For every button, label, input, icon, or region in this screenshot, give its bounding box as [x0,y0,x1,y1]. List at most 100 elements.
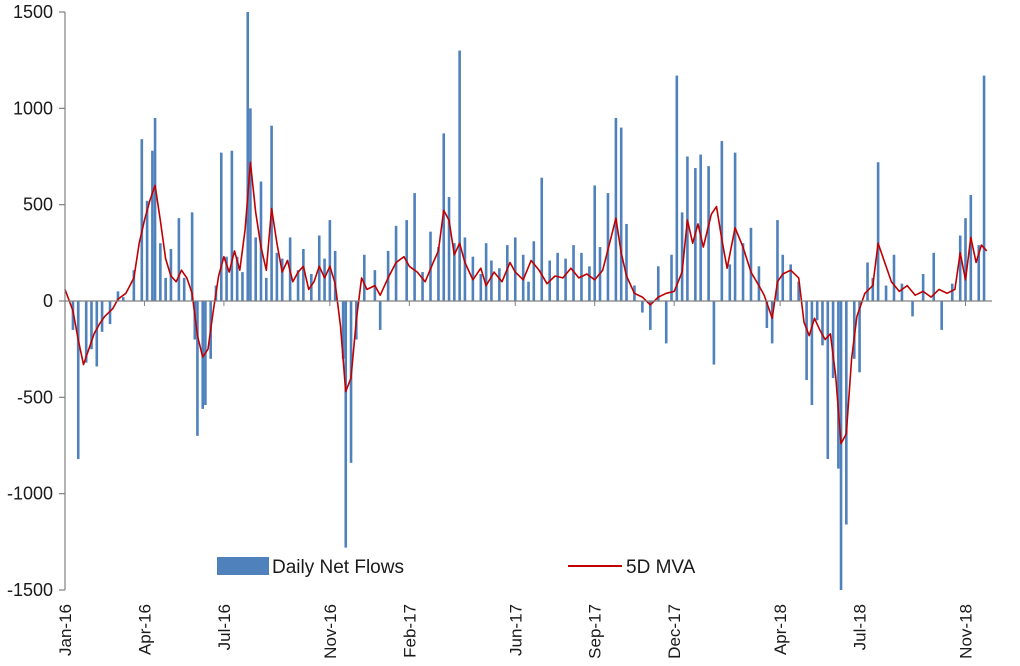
daily-net-flow-bar [490,260,493,301]
daily-net-flow-bar [310,274,313,301]
daily-net-flow-bar [950,283,954,301]
daily-net-flow-bar [458,50,461,302]
x-tick-label: Sep-17 [586,604,605,659]
daily-net-flow-bar [686,156,689,301]
daily-net-flow-bar [964,218,967,301]
y-tick-label: 0 [43,291,53,311]
daily-net-flow-bar [90,301,93,350]
daily-net-flow-bar [177,218,181,301]
daily-net-flow-bar [852,301,856,359]
daily-net-flow-bar [932,252,936,301]
daily-net-flow-bar [264,277,268,301]
daily-net-flow-bar [664,301,668,344]
daily-net-flow-bar [940,301,943,330]
daily-net-flow-bar [765,301,769,328]
daily-net-flow-bar [527,281,530,301]
daily-net-flow-bar [429,231,432,301]
daily-net-flow-bar [196,301,199,436]
y-ticks: 1500 1000 500 0 -500 -1000 -1500 [7,2,65,600]
daily-net-flow-bar [323,258,326,301]
daily-net-flow-bar [911,301,914,317]
x-tick-label: Nov-18 [957,604,976,659]
daily-net-flow-bar [958,235,962,301]
daily-net-flow-bar [421,272,424,301]
daily-net-flow-bar [190,212,194,301]
daily-net-flow-bar [241,272,244,301]
mva-line-layer [64,161,988,445]
daily-net-flow-bar [720,141,724,301]
daily-net-flow-bar [707,166,710,301]
daily-net-flow-bar [453,243,456,301]
daily-net-flow-bar [675,75,679,301]
y-tick-label: -1500 [7,580,53,600]
daily-net-flow-bar [540,177,544,301]
daily-net-flow-bar [302,248,305,301]
daily-net-flow-bar [513,237,517,301]
daily-net-flow-bar [821,301,824,346]
daily-net-flow-bar [76,301,80,459]
daily-net-flow-bar [977,245,981,301]
daily-net-flow-bar [116,291,120,301]
daily-net-flow-bar [797,281,800,301]
daily-net-flow-bar [572,245,575,301]
daily-net-flow-bar [259,181,263,301]
daily-net-flow-bar [749,227,753,301]
daily-net-flow-bar [249,108,252,301]
x-tick-label: Jan-16 [56,604,75,656]
daily-net-flow-bar [254,237,257,301]
daily-net-flow-bar [564,258,567,301]
daily-net-flow-bar [619,127,623,301]
daily-net-flow-bar [108,301,112,325]
daily-net-flow-bar [498,268,501,301]
daily-net-flow-bar [670,254,673,301]
daily-net-flow-bar [593,185,597,301]
daily-net-flow-bar [164,277,167,301]
x-tick-label: Dec-17 [665,604,684,659]
legend: Daily Net Flows 5D MVA [217,557,696,578]
daily-net-flow-bar [132,270,136,301]
daily-net-flow-bar [442,133,446,301]
daily-net-flow-bar [831,301,835,379]
daily-net-flow-bar [649,301,652,330]
daily-net-flow-bar [71,301,75,330]
daily-net-flow-bar [656,266,660,301]
daily-net-flow-bar [121,297,125,301]
daily-net-flow-bar [328,220,332,301]
daily-net-flow-bar [100,301,104,332]
daily-net-flow-bar [770,301,774,344]
x-tick-label: Nov-16 [321,604,340,659]
daily-net-flow-bar [810,301,814,406]
legend-swatch-daily-net-flows [217,557,269,575]
daily-net-flow-bar [805,301,808,380]
x-tick-label: Apr-16 [135,604,154,655]
mva-line [64,161,988,445]
legend-label-5d-mva: 5D MVA [626,557,696,578]
daily-net-flow-bar [230,150,234,301]
daily-net-flow-bar [484,243,488,301]
daily-net-flow-bar [447,196,451,301]
daily-net-flow-bar [757,266,761,301]
daily-net-flow-bar [728,264,732,301]
daily-net-flow-bar [349,301,353,463]
daily-net-flow-bar [275,252,279,301]
x-tick-label: Jul-16 [215,604,234,650]
y-tick-label: -500 [17,387,53,407]
y-tick-label: 1500 [13,2,53,22]
daily-net-flow-bar [362,254,366,301]
daily-net-flow-bar [900,283,904,301]
daily-net-flow-bar [219,152,223,301]
x-tick-label: Feb-17 [400,604,419,658]
daily-net-flow-bar [378,301,382,330]
daily-net-flow-bar [876,162,880,301]
daily-net-flow-bar [341,301,345,359]
y-tick-label: 1000 [13,98,53,118]
daily-net-flow-bar [815,301,819,321]
daily-net-flow-bar [776,220,779,301]
daily-net-flow-bar [858,301,861,373]
daily-net-flow-bar [712,301,716,365]
daily-net-flow-bar [680,212,684,301]
daily-net-flow-bar [333,250,337,301]
daily-net-flow-bar [344,301,348,548]
daily-net-flow-bar [733,152,737,301]
daily-net-flow-bar [235,256,239,301]
